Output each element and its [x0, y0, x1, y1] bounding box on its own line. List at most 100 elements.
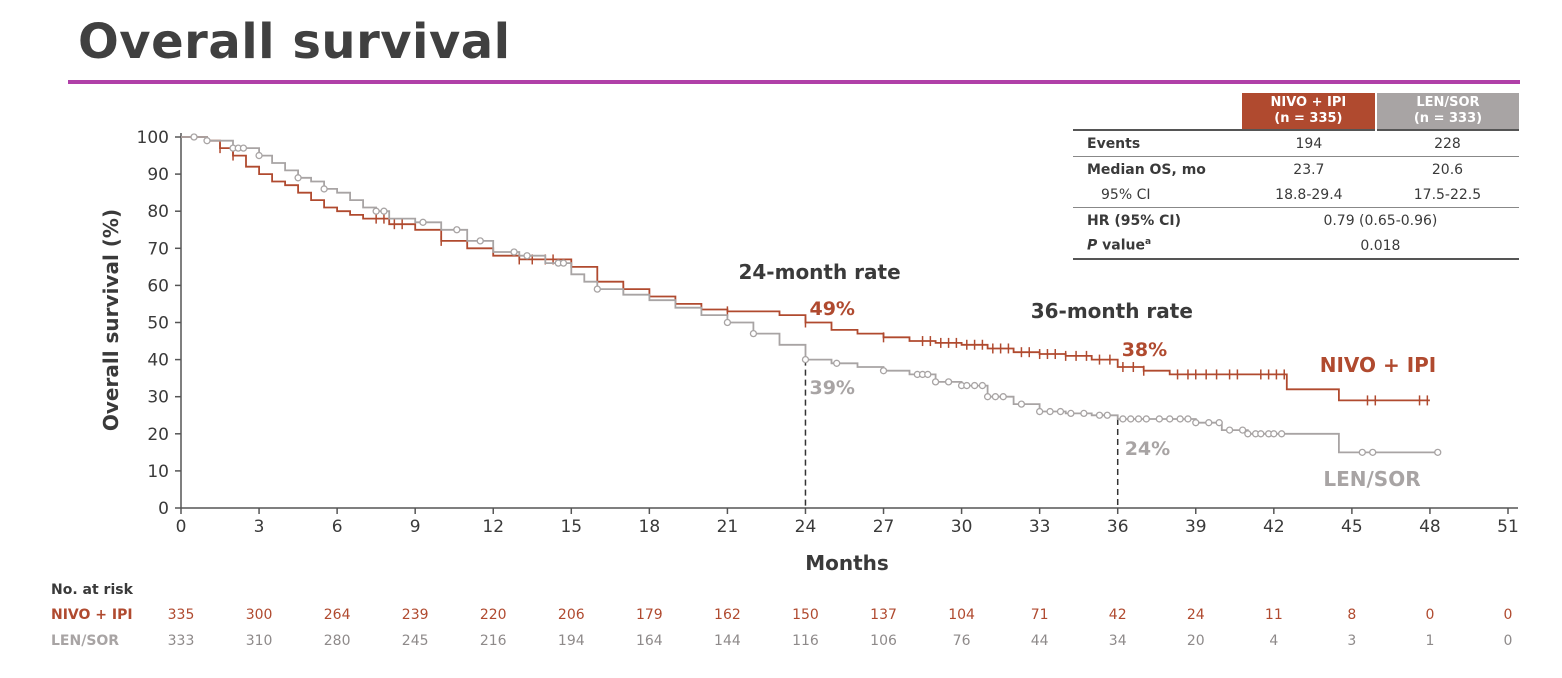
len-censor-mark: [203, 137, 211, 145]
risk-len-label: LEN/SOR: [51, 633, 119, 649]
nivo-rate-label: 38%: [1122, 339, 1167, 361]
table-row-ci: 95% CI 18.8-29.4 17.5-22.5: [1101, 186, 1482, 203]
len-censor-mark: [1119, 415, 1127, 423]
len-censor-mark: [523, 252, 531, 260]
risk-nivo-value: 11: [1265, 607, 1283, 623]
risk-len-value: 144: [714, 633, 741, 649]
len-censor-mark: [723, 318, 732, 327]
len-censor-mark: [510, 248, 518, 256]
rate-title: 24-month rate: [738, 260, 900, 284]
len-censor-mark: [1369, 448, 1377, 457]
risk-len-value: 310: [246, 633, 273, 649]
len-censor-mark: [1095, 411, 1104, 419]
len-censor-mark: [1176, 415, 1184, 423]
x-tick-label: 9: [410, 517, 421, 537]
len-censor-mark: [476, 237, 484, 245]
risk-nivo-label: NIVO + IPI: [51, 607, 133, 623]
risk-nivo-value: 137: [870, 607, 897, 623]
table-header-blank: [1073, 93, 1242, 130]
len-censor-mark: [1067, 409, 1075, 418]
page-title: Overall survival: [78, 14, 511, 70]
risk-nivo-value: 0: [1504, 607, 1513, 623]
risk-heading: No. at risk: [51, 582, 134, 598]
table-header-len: LEN/SOR (n = 333): [1375, 93, 1519, 130]
len-censor-mark: [1017, 400, 1026, 408]
len-censor-mark: [1035, 407, 1044, 416]
len-censor-mark: [879, 367, 888, 375]
len-censor-mark: [1056, 407, 1065, 416]
risk-nivo-value: 71: [1031, 607, 1049, 623]
chart-labels: 24-month rate 36-month rate 49% 38% 39% 24% NI…: [738, 260, 1436, 491]
len-censor-mark: [970, 381, 979, 390]
y-tick-label: 100: [137, 128, 169, 148]
risk-len-value: 1: [1425, 633, 1434, 649]
risk-len-value: 0: [1504, 633, 1513, 649]
risk-nivo-value: 24: [1187, 607, 1205, 623]
len-sor-curve: [181, 136, 1438, 454]
x-tick-label: 12: [482, 517, 504, 537]
len-censor-mark: [963, 381, 971, 390]
table-row-pvalue: P valuea 0.018: [1073, 233, 1519, 260]
table-row-events: Events 194 228: [1073, 129, 1519, 157]
len-censor-mark: [1244, 430, 1252, 438]
len-censor-mark: [320, 185, 328, 193]
len-rate-label: 39%: [809, 377, 854, 399]
y-tick-label: 70: [147, 239, 169, 259]
nivo-rate-label: 49%: [809, 298, 854, 320]
len-censor-mark: [453, 226, 461, 234]
len-censor-mark: [1184, 415, 1192, 423]
len-censor-mark: [294, 174, 302, 182]
x-tick-label: 21: [717, 517, 739, 537]
x-tick-label: 6: [332, 517, 343, 537]
len-censor-mark: [593, 285, 601, 293]
risk-len-value: 216: [480, 633, 507, 649]
x-tick-label: 45: [1341, 517, 1363, 537]
y-tick-label: 60: [147, 276, 169, 296]
risk-nivo-value: 8: [1347, 607, 1356, 623]
len-censor-mark: [749, 329, 758, 338]
risk-nivo-value: 335: [168, 607, 195, 623]
len-censor-mark: [801, 355, 810, 364]
chart-marks: [181, 133, 1442, 508]
len-censor-mark: [1215, 419, 1223, 427]
risk-nivo-value: 179: [636, 607, 663, 623]
risk-len-value: 4: [1269, 633, 1278, 649]
risk-len-value: 333: [168, 633, 195, 649]
y-tick-label: 30: [147, 388, 169, 408]
x-tick-label: 27: [873, 517, 895, 537]
risk-len-value: 106: [870, 633, 897, 649]
risk-nivo-value: 220: [480, 607, 507, 623]
risk-len-value: 116: [792, 633, 819, 649]
y-tick-label: 0: [158, 499, 169, 519]
nivo-ipi-curve: [181, 136, 1430, 402]
x-tick-label: 48: [1419, 517, 1441, 537]
x-tick-label: 24: [795, 517, 817, 537]
risk-nivo-value: 264: [324, 607, 351, 623]
len-censor-mark: [1103, 411, 1111, 419]
len-censor-mark: [833, 359, 841, 367]
table-header-nivo: NIVO + IPI (n = 335): [1241, 93, 1377, 130]
risk-len-value: 280: [324, 633, 351, 649]
risk-len-value: 44: [1031, 633, 1049, 649]
len-censor-mark: [1080, 409, 1088, 418]
risk-nivo-value: 42: [1109, 607, 1127, 623]
len-censor-mark: [1434, 448, 1442, 457]
len-censor-mark: [1192, 419, 1200, 427]
len-censor-mark: [978, 381, 987, 390]
x-tick-label: 15: [560, 517, 582, 537]
y-tick-label: 40: [147, 351, 169, 371]
y-tick-label: 50: [147, 314, 169, 334]
x-tick-label: 51: [1497, 517, 1519, 537]
risk-len-value: 20: [1187, 633, 1205, 649]
len-censor-mark: [1277, 430, 1286, 438]
x-tick-label: 3: [254, 517, 265, 537]
rate-title: 36-month rate: [1031, 299, 1193, 323]
risk-nivo-value: 0: [1425, 607, 1434, 623]
len-censor-mark: [239, 144, 248, 152]
table-row-hr: HR (95% CI) 0.79 (0.65-0.96): [1073, 207, 1519, 233]
len-censor-mark: [255, 151, 263, 160]
len-censor-mark: [1270, 430, 1278, 438]
len-censor-mark: [999, 393, 1007, 401]
